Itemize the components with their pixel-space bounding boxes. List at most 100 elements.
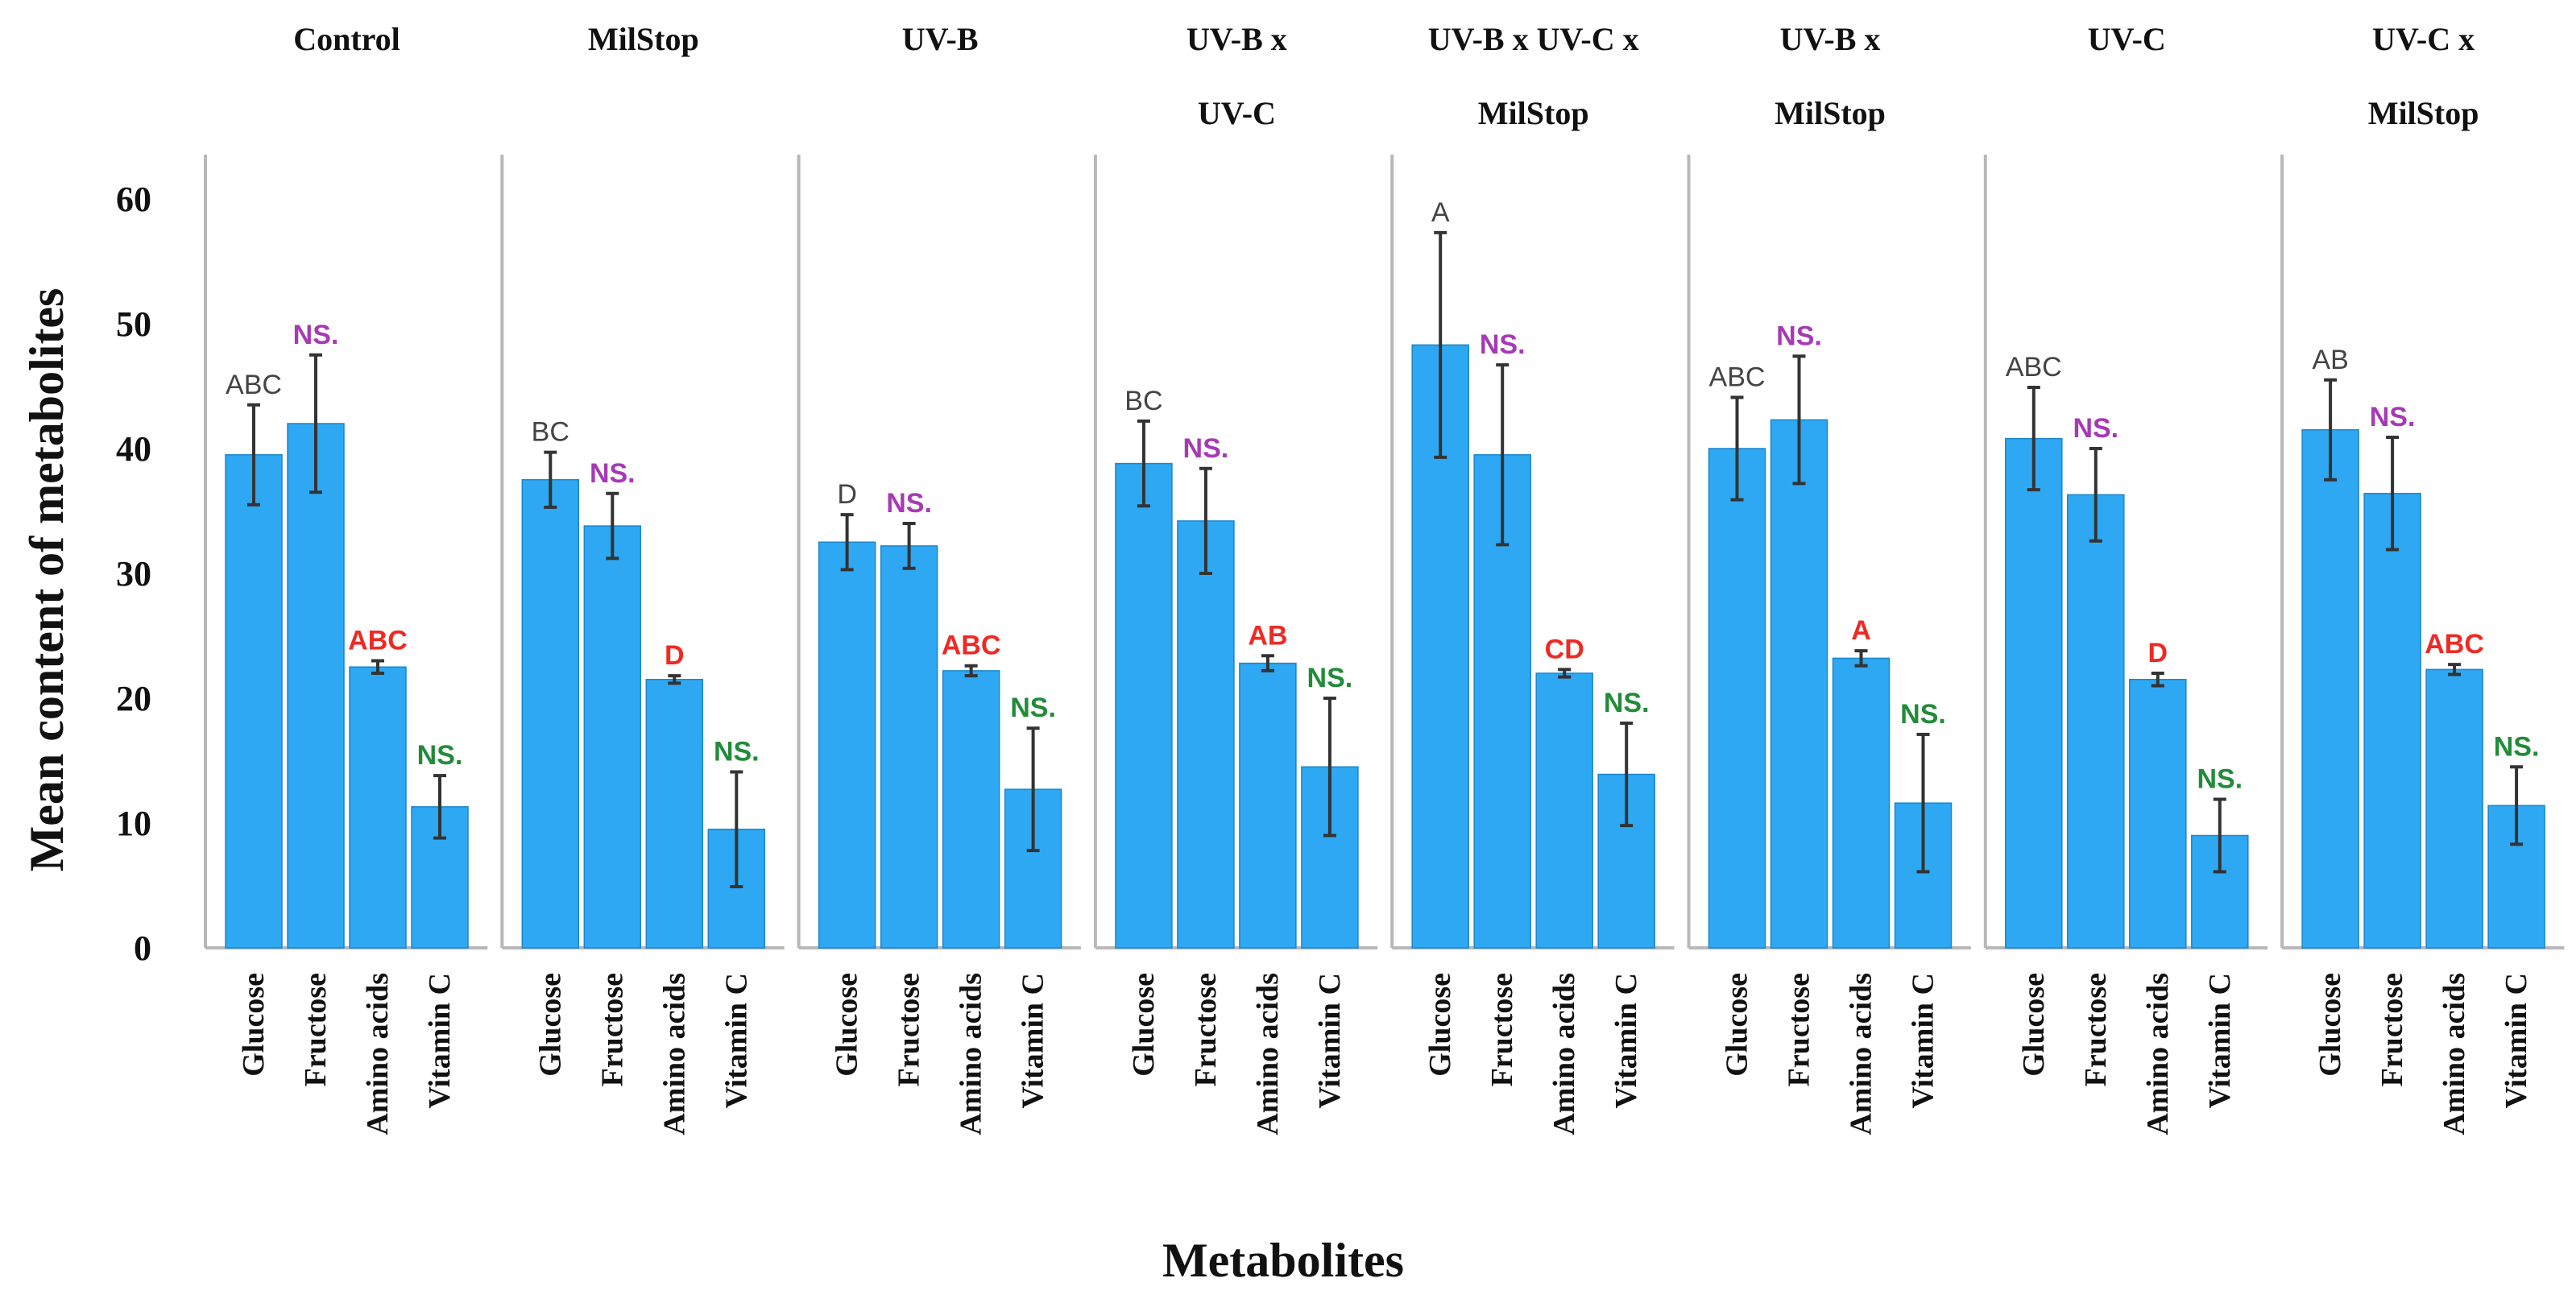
- significance-label: AB: [1248, 620, 1287, 651]
- panel: UV-B x UV-C x MilStop A Glucose NS. Fructose C…: [1390, 21, 1675, 1135]
- x-tick-label: Vitamin C: [719, 973, 753, 1109]
- error-bar: [2386, 436, 2400, 552]
- error-bar: [433, 774, 446, 840]
- error-bar: [1026, 726, 1040, 853]
- error-bar: [902, 522, 916, 570]
- bar: [1115, 462, 1173, 949]
- y-tick-label: 40: [116, 429, 151, 469]
- panel: UV-B x MilStop ABC Glucose NS. Fructose A Amino…: [1687, 21, 1971, 1135]
- panel-title: UV-B x: [1187, 21, 1287, 57]
- bar: [1177, 520, 1235, 949]
- bar: [2363, 493, 2421, 949]
- significance-label: NS.: [1183, 433, 1229, 464]
- x-tick-label: Vitamin C: [1017, 973, 1050, 1109]
- error-bar: [544, 450, 557, 509]
- error-bar: [1496, 363, 1510, 547]
- x-tick-label: Glucose: [2017, 973, 2051, 1077]
- error-bar: [309, 353, 322, 494]
- significance-label: NS.: [590, 458, 636, 489]
- significance-label: NS.: [714, 736, 760, 767]
- x-tick-label: Amino acids: [1251, 973, 1285, 1135]
- significance-label: ABC: [2425, 629, 2484, 660]
- significance-label: NS.: [1010, 693, 1056, 723]
- panel: UV-C x MilStop AB Glucose NS. Fructose ABC Amin…: [2280, 21, 2565, 1135]
- x-tick-label: Glucose: [1423, 973, 1457, 1077]
- x-tick-label: Glucose: [2313, 973, 2347, 1077]
- significance-label: NS.: [2197, 764, 2243, 795]
- y-tick-label: 30: [116, 554, 151, 594]
- error-bar: [1137, 419, 1150, 508]
- error-bar: [247, 403, 260, 507]
- x-tick-label: Vitamin C: [1609, 973, 1643, 1109]
- bar: [1770, 419, 1828, 949]
- x-tick-label: Amino acids: [1547, 973, 1581, 1135]
- bar: [2425, 668, 2483, 949]
- bar: [521, 479, 580, 949]
- error-bar: [1261, 654, 1274, 672]
- significance-label: NS.: [1776, 321, 1822, 351]
- significance-label: NS.: [1900, 699, 1946, 730]
- significance-label: BC: [532, 417, 569, 448]
- x-tick-label: Vitamin C: [1313, 973, 1347, 1109]
- x-tick-label: Amino acids: [2437, 973, 2471, 1135]
- x-tick-label: Fructose: [2079, 973, 2113, 1086]
- panel-title: MilStop: [1478, 95, 1589, 131]
- panel: UV-B x UV-C BC Glucose NS. Fructose AB Amino ac…: [1093, 21, 1378, 1135]
- significance-label: ABC: [348, 626, 408, 656]
- significance-label: NS.: [1307, 663, 1353, 693]
- panel: MilStop BC Glucose NS. Fructose D Amino acids N…: [500, 21, 785, 1135]
- bar: [1708, 448, 1766, 949]
- significance-label: NS.: [2370, 402, 2416, 432]
- error-bar: [371, 659, 384, 675]
- significance-label: ABC: [226, 370, 282, 400]
- error-bar: [1620, 722, 1634, 828]
- y-tick-label: 20: [116, 679, 151, 718]
- significance-label: NS.: [1604, 688, 1650, 718]
- x-axis-title: Metabolites: [1162, 1234, 1404, 1287]
- error-bar: [1323, 697, 1336, 838]
- bar: [287, 423, 345, 949]
- x-tick-label: Amino acids: [1845, 973, 1878, 1135]
- panel-title: UV-B x UV-C x: [1428, 21, 1639, 57]
- x-tick-label: Fructose: [1783, 973, 1816, 1086]
- error-bar: [2213, 797, 2226, 874]
- significance-label: NS.: [417, 740, 463, 771]
- y-tick-label: 0: [134, 929, 151, 968]
- bar: [2129, 679, 2187, 949]
- x-tick-label: Vitamin C: [1907, 973, 1940, 1109]
- y-axis-title: Mean content of metabolites: [20, 288, 73, 872]
- bar: [942, 670, 1000, 949]
- significance-label: ABC: [2006, 352, 2062, 383]
- bar: [645, 679, 704, 949]
- error-bar: [1434, 230, 1447, 459]
- error-bar: [606, 491, 619, 560]
- error-bar: [668, 674, 681, 685]
- panel: UV-C ABC Glucose NS. Fructose D Amino acids NS.…: [1983, 21, 2268, 1135]
- bar: [1239, 662, 1297, 949]
- error-bar: [2027, 386, 2040, 492]
- panel-title: UV-B x: [1780, 21, 1881, 57]
- error-bar: [2151, 672, 2164, 688]
- bar: [2301, 429, 2359, 949]
- x-tick-label: Amino acids: [2141, 973, 2175, 1135]
- x-tick-label: Glucose: [830, 973, 864, 1077]
- error-bar: [2510, 765, 2524, 846]
- x-tick-label: Glucose: [533, 973, 567, 1077]
- bar: [583, 525, 642, 949]
- x-tick-label: Amino acids: [955, 973, 988, 1135]
- bar: [225, 454, 283, 949]
- significance-label: D: [837, 479, 857, 510]
- error-bar: [1730, 395, 1744, 502]
- panel: Control ABC Glucose NS. Fructose ABC Amino aci…: [204, 21, 488, 1135]
- bar: [1832, 657, 1891, 949]
- significance-label: NS.: [886, 488, 932, 519]
- error-bar: [2324, 378, 2338, 482]
- error-bar: [1916, 732, 1930, 874]
- error-bar: [2089, 447, 2102, 543]
- x-tick-label: Glucose: [237, 973, 271, 1077]
- x-tick-label: Vitamin C: [2499, 973, 2533, 1109]
- x-tick-label: Fructose: [892, 973, 926, 1086]
- x-tick-label: Fructose: [595, 973, 629, 1086]
- significance-label: BC: [1124, 386, 1162, 416]
